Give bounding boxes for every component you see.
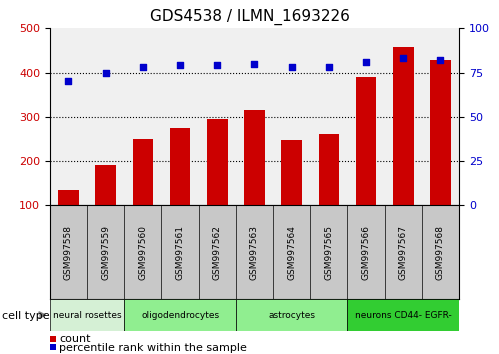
Point — [288, 64, 296, 70]
Text: GSM997562: GSM997562 — [213, 225, 222, 280]
Text: GSM997563: GSM997563 — [250, 225, 259, 280]
Bar — [50, 299, 124, 331]
Bar — [124, 299, 236, 331]
Text: percentile rank within the sample: percentile rank within the sample — [59, 343, 247, 353]
Text: GDS4538 / ILMN_1693226: GDS4538 / ILMN_1693226 — [150, 9, 349, 25]
Bar — [236, 299, 347, 331]
Bar — [319, 133, 339, 250]
Point — [64, 79, 72, 84]
Bar — [393, 47, 414, 250]
Text: neural rosettes: neural rosettes — [53, 310, 121, 320]
Point — [102, 70, 110, 75]
Bar — [170, 128, 190, 250]
Text: GSM997565: GSM997565 — [324, 225, 333, 280]
Text: GSM997564: GSM997564 — [287, 225, 296, 280]
Bar — [133, 139, 153, 250]
Bar — [95, 165, 116, 250]
Bar — [347, 299, 459, 331]
Bar — [58, 190, 79, 250]
Text: count: count — [59, 334, 90, 344]
Bar — [207, 119, 228, 250]
Text: GSM997560: GSM997560 — [138, 225, 147, 280]
Bar — [430, 60, 451, 250]
Bar — [281, 140, 302, 250]
Text: neurons CD44- EGFR-: neurons CD44- EGFR- — [355, 310, 452, 320]
Point — [139, 64, 147, 70]
Point — [399, 56, 407, 61]
Point — [437, 57, 445, 63]
Point — [250, 61, 258, 67]
Text: GSM997567: GSM997567 — [399, 225, 408, 280]
Point — [325, 64, 333, 70]
Text: cell type: cell type — [2, 311, 50, 321]
Text: GSM997559: GSM997559 — [101, 225, 110, 280]
Text: GSM997558: GSM997558 — [64, 225, 73, 280]
Text: oligodendrocytes: oligodendrocytes — [141, 310, 219, 320]
Point — [176, 63, 184, 68]
Text: GSM997561: GSM997561 — [176, 225, 185, 280]
Bar — [356, 77, 376, 250]
Text: GSM997568: GSM997568 — [436, 225, 445, 280]
Text: GSM997566: GSM997566 — [362, 225, 371, 280]
Bar — [244, 110, 264, 250]
Point — [213, 63, 221, 68]
Point — [362, 59, 370, 65]
Text: astrocytes: astrocytes — [268, 310, 315, 320]
